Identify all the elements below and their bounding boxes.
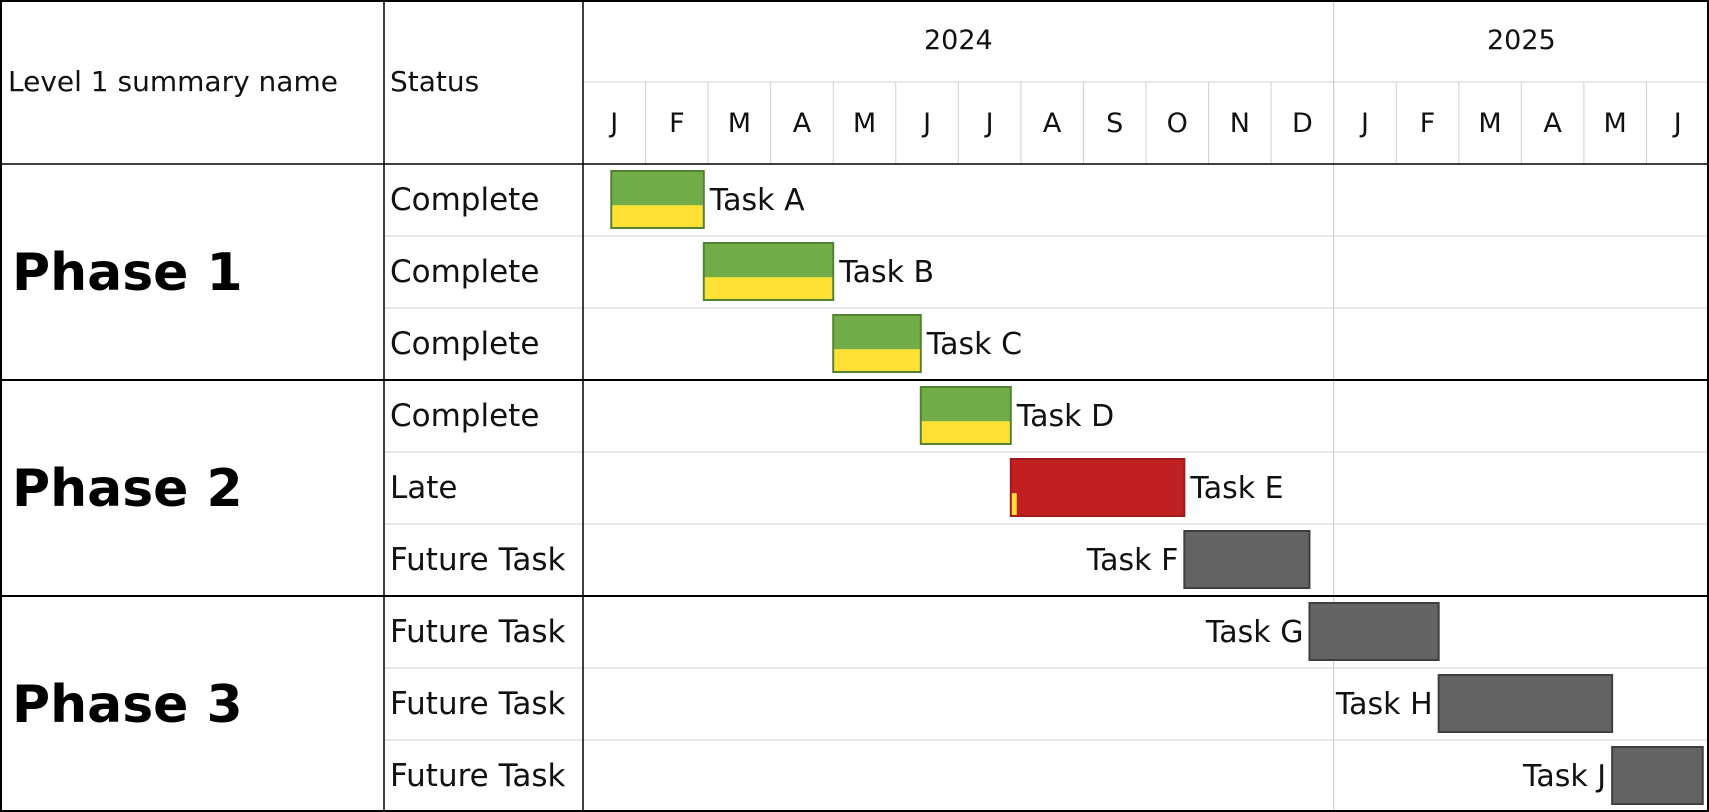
task-label: Task E xyxy=(1189,471,1283,506)
month-label: D xyxy=(1292,108,1313,139)
month-label: M xyxy=(1478,108,1501,139)
task-label: Task B xyxy=(838,255,934,290)
header: Level 1 summary name Status xyxy=(8,65,479,98)
task-status: Future Task xyxy=(390,758,566,794)
name-column-header: Level 1 summary name xyxy=(8,65,338,98)
task-bar-future xyxy=(1611,746,1704,805)
task-label: Task F xyxy=(1086,543,1179,578)
task-progress-bar xyxy=(921,421,1010,443)
task-label: Task C xyxy=(926,327,1022,362)
month-label: J xyxy=(1672,108,1682,139)
month-label: S xyxy=(1106,108,1123,139)
task-bar-future xyxy=(1437,674,1614,733)
month-label: A xyxy=(1043,108,1062,139)
phase-label: Phase 3 xyxy=(12,675,243,735)
task-status: Complete xyxy=(390,398,539,434)
phase-label: Phase 2 xyxy=(12,459,243,519)
month-label: J xyxy=(984,108,994,139)
task-status: Future Task xyxy=(390,686,566,722)
task-status: Complete xyxy=(390,326,539,362)
task-progress-bar xyxy=(1011,493,1017,515)
phase-label: Phase 1 xyxy=(12,243,243,303)
month-label: J xyxy=(608,108,618,139)
task-label: Task A xyxy=(709,183,805,218)
task-bar-late xyxy=(1009,458,1186,517)
year-label: 2024 xyxy=(924,25,993,56)
month-label: A xyxy=(1543,108,1562,139)
month-label: M xyxy=(728,108,751,139)
task-status: Future Task xyxy=(390,614,566,650)
task-label: Task H xyxy=(1335,687,1433,722)
task-status: Late xyxy=(390,470,458,506)
month-label: O xyxy=(1167,108,1188,139)
month-label: N xyxy=(1230,108,1250,139)
month-label: A xyxy=(793,108,812,139)
timeline-header: 2024 2025 J F M A M J J A S O N D J F M A M J xyxy=(608,25,1681,139)
month-label: M xyxy=(853,108,876,139)
month-label: F xyxy=(1420,108,1436,139)
task-rows: Phase 1 Phase 2 Phase 3 Complete Task A Compl… xyxy=(12,170,1704,805)
task-progress-bar xyxy=(612,205,703,227)
month-label: F xyxy=(669,108,685,139)
year-label: 2025 xyxy=(1487,25,1556,56)
task-bar-future xyxy=(1308,602,1440,661)
task-bar-future xyxy=(1183,530,1311,589)
grid-lines xyxy=(384,0,1709,812)
task-label: Task D xyxy=(1016,399,1114,434)
task-status: Future Task xyxy=(390,542,566,578)
status-column-header: Status xyxy=(390,65,479,98)
task-status: Complete xyxy=(390,182,539,218)
task-status: Complete xyxy=(390,254,539,290)
month-label: M xyxy=(1604,108,1627,139)
task-label: Task G xyxy=(1205,615,1304,650)
task-progress-bar xyxy=(834,349,920,371)
task-label: Task J xyxy=(1522,759,1606,794)
month-label: J xyxy=(921,108,931,139)
month-label: J xyxy=(1359,108,1369,139)
task-progress-bar xyxy=(704,277,833,299)
